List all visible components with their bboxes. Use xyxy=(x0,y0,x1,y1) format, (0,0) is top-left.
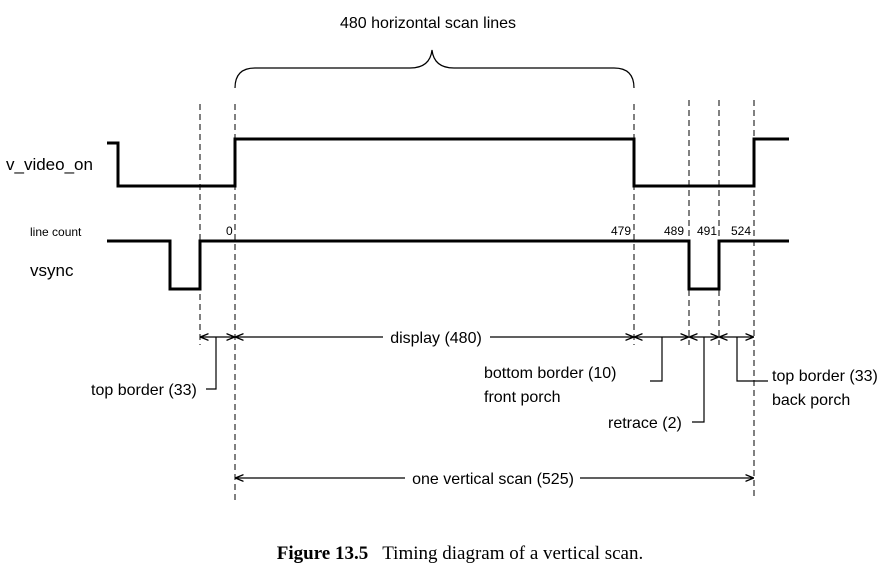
line-count-479: 479 xyxy=(611,224,631,238)
leader-retrace xyxy=(692,337,705,423)
caption-text: Timing diagram of a vertical scan. xyxy=(382,543,643,564)
line-count-491: 491 xyxy=(697,224,717,238)
signal-label-vsync: vsync xyxy=(30,261,74,280)
caption-figure-number: Figure 13.5 xyxy=(277,543,368,564)
line-count-489: 489 xyxy=(664,224,684,238)
span-label-bottom-border: bottom border (10) xyxy=(484,365,617,382)
brace-label: 480 horizontal scan lines xyxy=(340,15,516,32)
leader-bottom-border xyxy=(650,337,663,382)
figure-caption: Figure 13.5 Timing diagram of a vertical … xyxy=(277,543,644,564)
signal-label-video-on: v_video_on xyxy=(6,155,93,174)
timing-guides xyxy=(199,100,755,500)
span-label-top-border-back: top border (33) xyxy=(772,368,878,385)
span-label-retrace: retrace (2) xyxy=(608,415,682,432)
display-brace xyxy=(234,49,635,89)
video-on-waveform xyxy=(107,137,789,188)
signal-label-line-count: line count xyxy=(30,225,82,239)
span-label-back-porch: back porch xyxy=(772,392,850,409)
span-label-front-porch: front porch xyxy=(484,389,560,406)
span-label-display: display (480) xyxy=(390,330,482,347)
span-label-top-border: top border (33) xyxy=(91,382,197,399)
leader-back-porch xyxy=(736,337,768,382)
span-label-vertical-scan: one vertical scan (525) xyxy=(412,471,574,488)
leader-top-border xyxy=(206,337,217,390)
line-count-524: 524 xyxy=(731,224,751,238)
line-count-0: 0 xyxy=(226,224,233,238)
vsync-waveform xyxy=(107,239,789,291)
